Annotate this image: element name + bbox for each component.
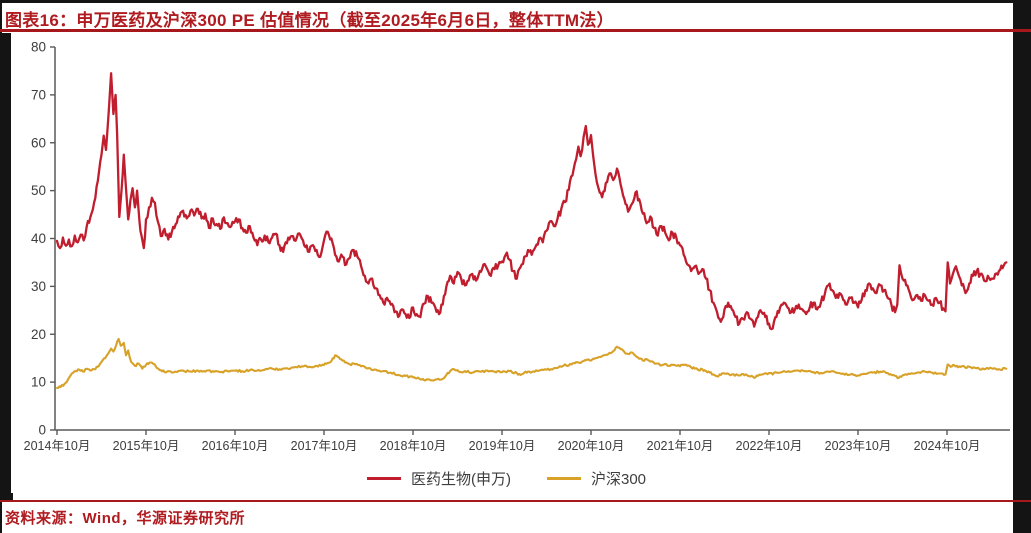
pe-valuation-chart: 0 10 20 30 40 50 60 70 80 2014年10月 2015年10月 2016年10… (24, 40, 1010, 453)
x-tick-label: 2022年10月 (736, 439, 803, 453)
x-tick-label: 2021年10月 (647, 439, 714, 453)
table-border-left-thick (0, 33, 11, 502)
x-tick-label: 2017年10月 (291, 439, 358, 453)
legend-line-swatch-pharma (366, 476, 401, 480)
figure-title: 图表16：申万医药及沪深300 PE 估值情况（截至2025年6月6日，整体TT… (5, 11, 614, 30)
y-tick-label: 0 (38, 423, 46, 438)
x-tick-label: 2015年10月 (113, 439, 180, 453)
y-tick-label: 80 (31, 40, 46, 55)
y-tick-label: 60 (31, 135, 46, 150)
x-tick-label: 2023年10月 (825, 439, 892, 453)
y-tick-label: 30 (31, 279, 46, 294)
y-tick-label: 50 (31, 183, 46, 198)
x-tick-label: 2016年10月 (202, 439, 269, 453)
table-border-top (0, 0, 1031, 3)
chart-legend: 医药生物(申万) 沪深300 (0, 466, 1013, 490)
legend-label-pharma: 医药生物(申万) (410, 470, 511, 488)
csi300-pe-line (55, 337, 1008, 389)
x-tick-label: 2019年10月 (469, 439, 536, 453)
footer-divider (0, 500, 1031, 502)
legend-item-csi300: 沪深300 (546, 468, 647, 489)
source-note: 资料来源：Wind，华源证券研究所 (5, 510, 246, 527)
footer-border-block (0, 493, 13, 502)
x-tick-label: 2020年10月 (558, 439, 625, 453)
legend-label-csi300: 沪深300 (590, 470, 647, 488)
y-tick-label: 40 (31, 231, 46, 246)
x-tick-label: 2018年10月 (380, 439, 447, 453)
legend-item-pharma: 医药生物(申万) (366, 468, 511, 489)
x-tick-label: 2024年10月 (914, 439, 981, 453)
pharma-pe-line (55, 72, 1008, 331)
y-tick-label: 70 (31, 87, 46, 102)
title-underline (0, 29, 1031, 32)
x-tick-label: 2014年10月 (24, 439, 91, 453)
legend-line-swatch-csi300 (546, 476, 581, 480)
y-tick-label: 20 (31, 327, 46, 342)
y-tick-label: 10 (31, 375, 46, 390)
table-border-right (1013, 0, 1031, 533)
